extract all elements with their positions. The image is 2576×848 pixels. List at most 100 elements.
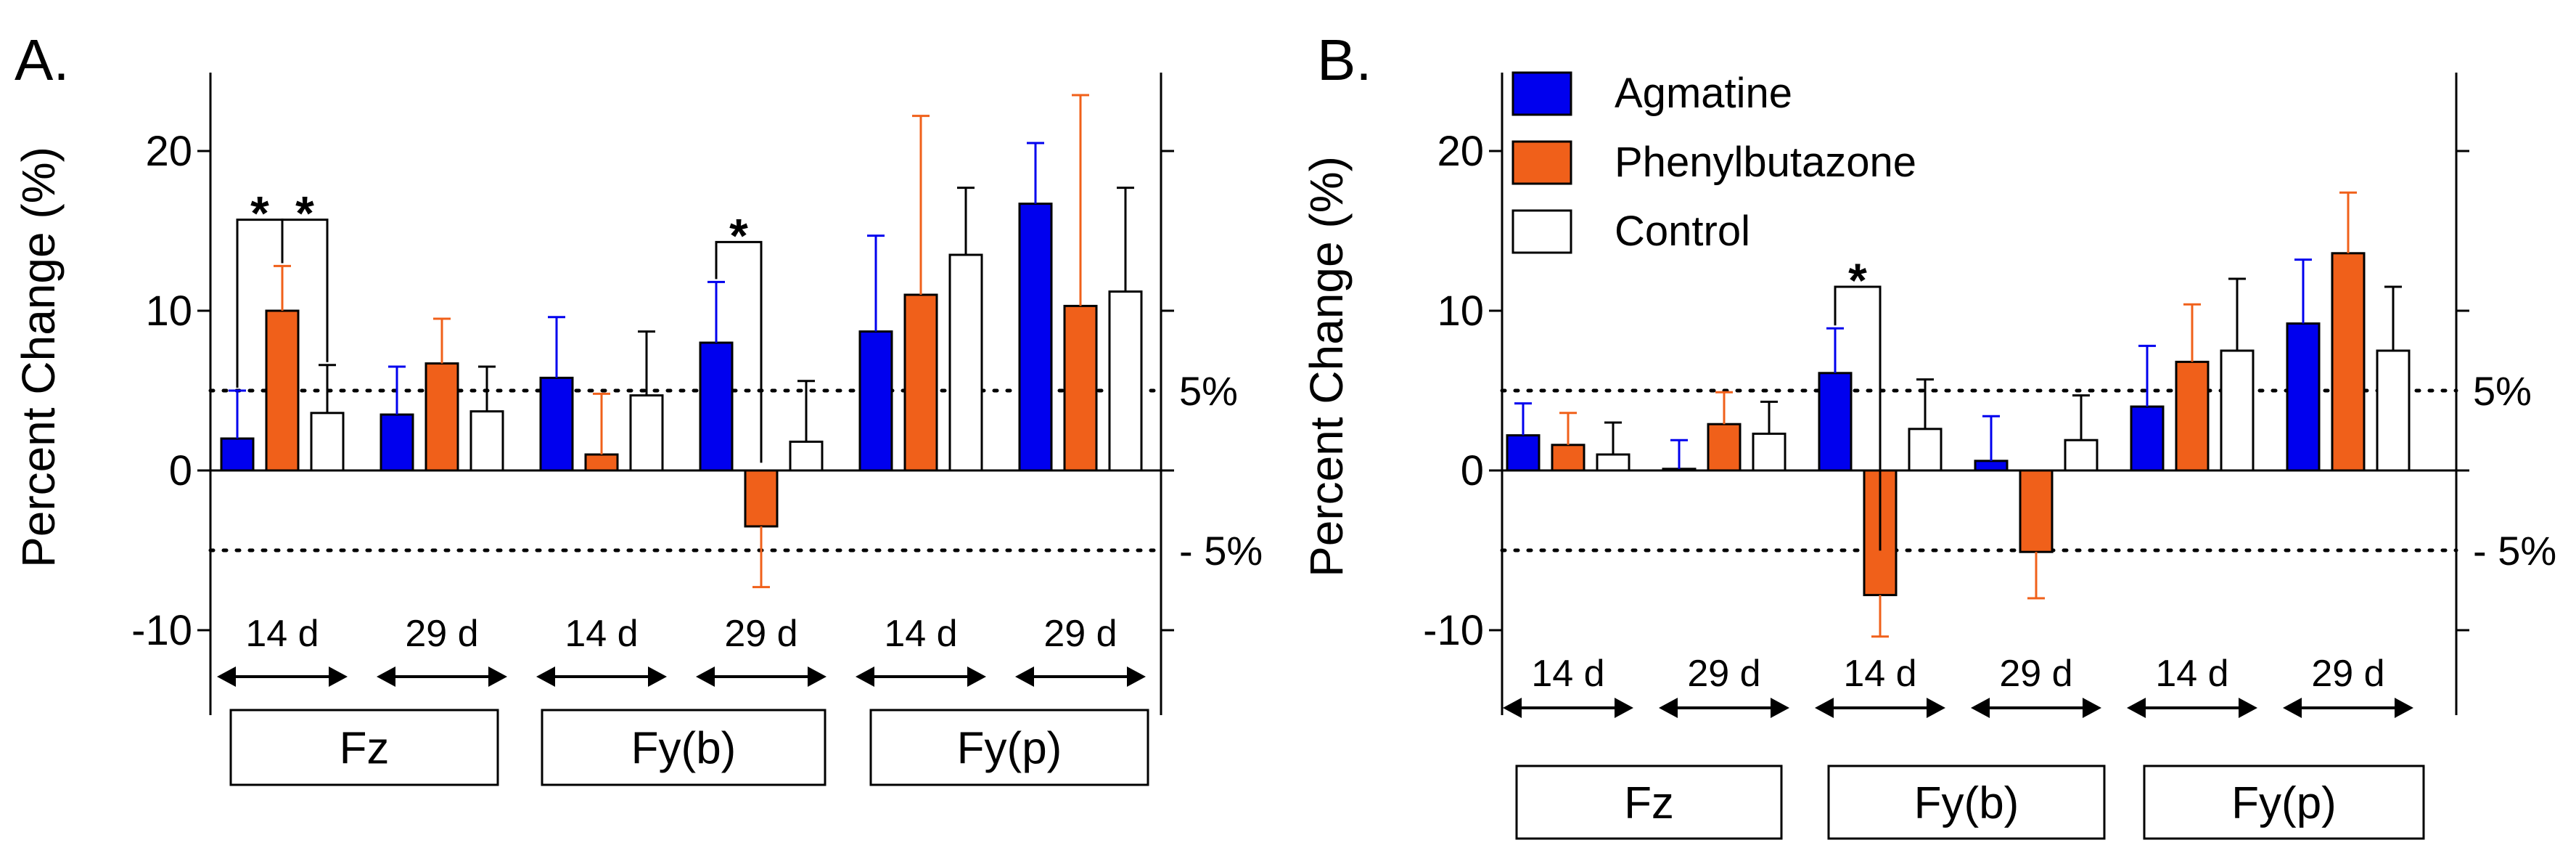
bar xyxy=(1908,428,1943,472)
y-tick-label: -10 xyxy=(131,607,192,654)
bar xyxy=(424,362,459,472)
bar xyxy=(539,376,574,472)
legend-swatch xyxy=(1511,71,1572,116)
bar xyxy=(1108,290,1143,472)
time-label: 29 d xyxy=(724,613,797,655)
time-label: 14 d xyxy=(2155,653,2228,695)
force-label-box xyxy=(229,709,499,786)
significance-star: * xyxy=(250,187,269,240)
force-label-box xyxy=(1827,765,2106,840)
panel-a: A. Percent Change (%) -10 0 10 20 5% - 5% 14 d 29… xyxy=(12,28,1263,786)
force-label-box xyxy=(2143,765,2425,840)
force-label-box xyxy=(869,709,1149,786)
arrow-head-right xyxy=(967,666,986,687)
bar xyxy=(2064,439,2099,472)
y-tick-label: -10 xyxy=(1423,607,1484,654)
significance-bracket xyxy=(281,219,329,362)
panel-label: A. xyxy=(15,28,70,92)
force-label: Fy(p) xyxy=(2231,778,2337,828)
time-label: 14 d xyxy=(1531,653,1604,695)
reference-label: - 5% xyxy=(1179,528,1263,574)
arrow-head-left xyxy=(1015,666,1034,687)
arrow-head-right xyxy=(2395,698,2413,718)
time-label: 29 d xyxy=(1999,653,2072,695)
arrow-head-right xyxy=(2239,698,2257,718)
y-tick-label: 10 xyxy=(1437,288,1484,335)
time-label: 14 d xyxy=(245,613,319,655)
bar xyxy=(1707,423,1742,472)
arrow-head-right xyxy=(329,666,348,687)
arrow-head-left xyxy=(377,666,395,687)
significance-bracket xyxy=(1834,285,1882,551)
bar xyxy=(744,469,779,528)
force-label-box xyxy=(541,709,826,786)
bar xyxy=(310,412,345,472)
legend-label: Control xyxy=(1615,208,1750,255)
force-label: Fy(p) xyxy=(957,724,1062,774)
significance-bracket xyxy=(715,240,763,463)
bar xyxy=(1551,444,1586,472)
bar xyxy=(380,413,414,472)
time-label: 14 d xyxy=(565,613,638,655)
arrow-head-left xyxy=(217,666,236,687)
bar xyxy=(220,437,255,472)
bar xyxy=(1752,432,1787,472)
y-axis-label: Percent Change (%) xyxy=(1300,156,1353,577)
y-tick-label: 20 xyxy=(145,128,192,175)
bar xyxy=(948,253,983,472)
bar xyxy=(2019,469,2054,553)
force-label: Fz xyxy=(1624,778,1674,828)
bar xyxy=(265,309,300,472)
significance-star: * xyxy=(295,187,314,240)
arrow-head-right xyxy=(648,666,667,687)
bar xyxy=(1063,304,1098,472)
arrow-head-left xyxy=(1815,698,1834,718)
force-label: Fy(b) xyxy=(631,724,737,774)
force-label: Fy(b) xyxy=(1914,778,2019,828)
bar xyxy=(2376,349,2411,472)
arrow-head-left xyxy=(696,666,715,687)
arrow-head-right xyxy=(2083,698,2101,718)
y-axis-label: Percent Change (%) xyxy=(12,147,65,568)
bar xyxy=(903,293,938,472)
time-label: 29 d xyxy=(405,613,478,655)
bar xyxy=(1662,468,1697,472)
reference-label: - 5% xyxy=(2473,528,2556,574)
bar xyxy=(584,453,619,472)
panel-label: B. xyxy=(1317,28,1372,92)
bar xyxy=(1596,453,1630,472)
time-label: 29 d xyxy=(1687,653,1760,695)
arrow-head-left xyxy=(536,666,555,687)
bar xyxy=(469,410,504,472)
time-label: 29 d xyxy=(2311,653,2384,695)
bar xyxy=(1818,372,1853,472)
reference-label: 5% xyxy=(1179,368,1238,414)
arrow-head-left xyxy=(856,666,874,687)
arrow-head-right xyxy=(1771,698,1789,718)
legend-label: Phenylbutazone xyxy=(1615,139,1916,186)
arrow-head-right xyxy=(1127,666,1146,687)
legend-swatch xyxy=(1511,209,1572,254)
reference-label: 5% xyxy=(2473,368,2532,414)
arrow-head-right xyxy=(808,666,826,687)
force-label-box xyxy=(1515,765,1783,840)
arrow-head-right xyxy=(488,666,507,687)
significance-star: * xyxy=(729,208,748,262)
y-tick-label: 0 xyxy=(169,447,192,494)
bar xyxy=(1018,203,1053,472)
arrow-head-left xyxy=(1659,698,1678,718)
time-label: 29 d xyxy=(1043,613,1117,655)
bar xyxy=(2130,405,2165,472)
bar xyxy=(629,394,664,472)
bar xyxy=(1974,460,2009,472)
time-label: 14 d xyxy=(1843,653,1916,695)
y-tick-label: 0 xyxy=(1461,447,1484,494)
y-tick-label: 10 xyxy=(145,288,192,335)
force-label: Fz xyxy=(340,724,390,774)
significance-star: * xyxy=(1848,253,1867,307)
arrow-head-left xyxy=(1503,698,1522,718)
y-tick-label: 20 xyxy=(1437,128,1484,175)
bar xyxy=(2220,349,2255,472)
legend-label: Agmatine xyxy=(1615,70,1792,117)
